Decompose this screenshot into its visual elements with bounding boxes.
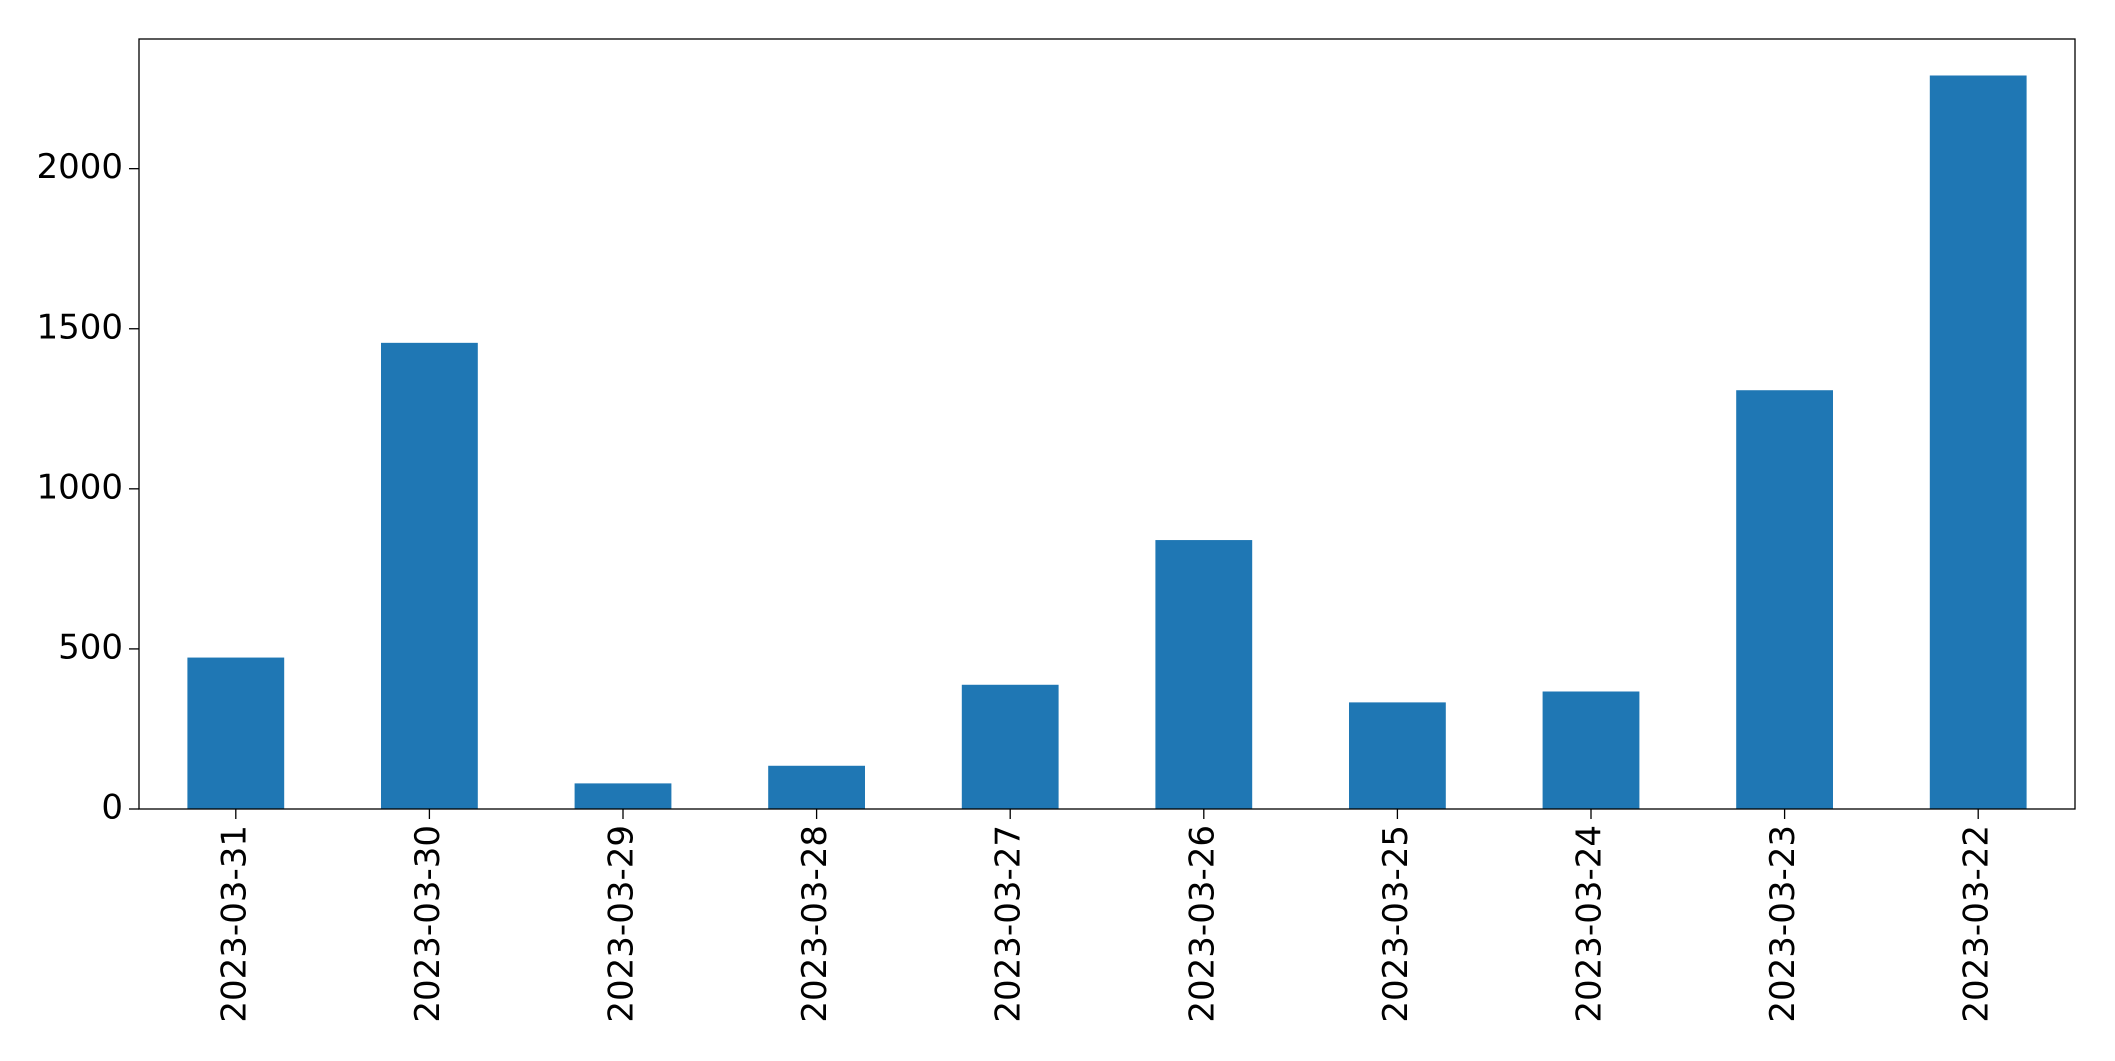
x-tick-label: 2023-03-31 — [214, 825, 254, 1023]
x-tick-label: 2023-03-28 — [795, 825, 835, 1023]
x-tick-label: 2023-03-22 — [1957, 825, 1997, 1023]
bar — [1542, 691, 1640, 809]
bar — [961, 684, 1059, 809]
y-tick-label: 1500 — [36, 307, 123, 347]
x-tick-label: 2023-03-24 — [1570, 825, 1610, 1023]
bar — [1349, 702, 1446, 809]
bar — [768, 765, 865, 809]
y-tick-label: 500 — [58, 627, 123, 667]
bar — [1929, 75, 2027, 809]
x-tick-label: 2023-03-27 — [989, 825, 1029, 1023]
y-tick-label: 2000 — [36, 147, 123, 187]
x-tick-label: 2023-03-23 — [1763, 825, 1803, 1023]
x-tick-label: 2023-03-25 — [1376, 825, 1416, 1023]
bar — [381, 342, 478, 809]
x-tick-label: 2023-03-26 — [1182, 825, 1222, 1023]
y-tick-label: 1000 — [36, 467, 123, 507]
bar — [1155, 540, 1253, 809]
axes-frame — [138, 38, 2076, 810]
x-tick-label: 2023-03-30 — [408, 825, 448, 1023]
bar — [574, 783, 672, 809]
x-tick-label: 2023-03-29 — [602, 825, 642, 1023]
y-tick-label: 0 — [101, 788, 123, 828]
bar — [187, 657, 285, 809]
bar — [1736, 390, 1833, 809]
